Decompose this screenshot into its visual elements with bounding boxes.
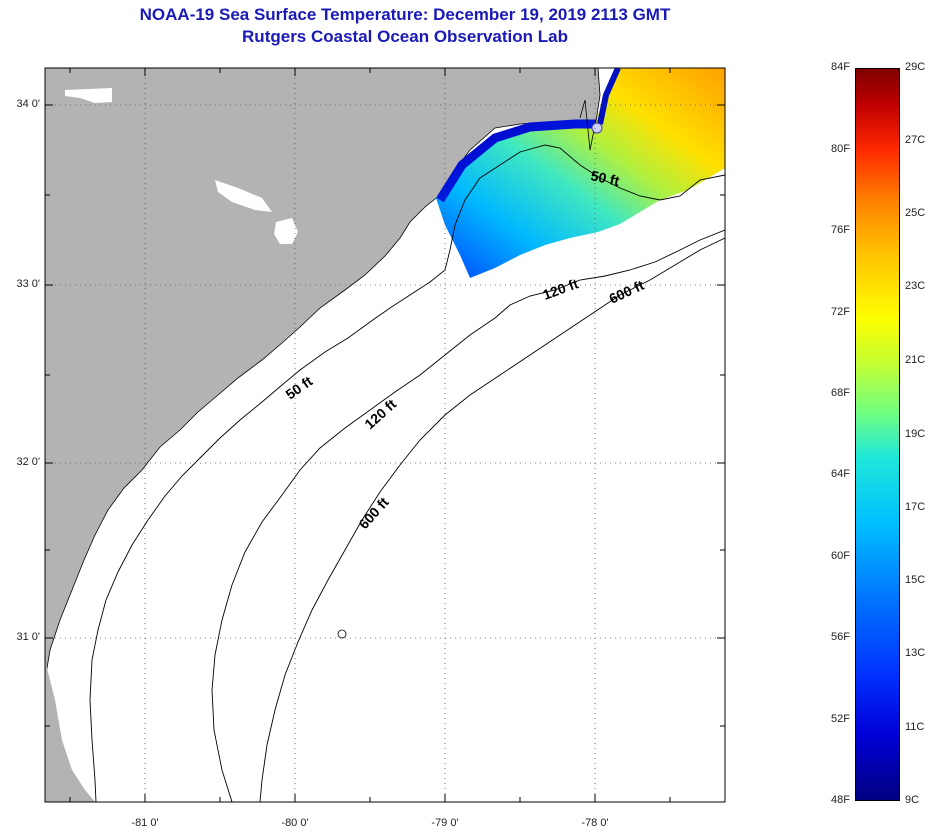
colorbar-f-label: 68F bbox=[831, 387, 850, 399]
colorbar-c-label: 25C bbox=[905, 207, 926, 219]
map-title: NOAA-19 Sea Surface Temperature: Decembe… bbox=[139, 5, 671, 24]
colorbar-f-label: 84F bbox=[831, 61, 850, 73]
colorbar-f-label: 76F bbox=[831, 224, 850, 236]
lon-label: -78 0' bbox=[581, 817, 609, 829]
lat-label: 33 0' bbox=[16, 278, 40, 290]
temperature-colorbar bbox=[855, 68, 900, 801]
isobath-600ft bbox=[259, 237, 725, 802]
colorbar-c-label: 13C bbox=[905, 647, 926, 659]
land-mass bbox=[45, 68, 601, 681]
lat-label: 34 0' bbox=[16, 98, 40, 110]
graticule bbox=[45, 68, 725, 802]
colorbar-c-label: 9C bbox=[905, 794, 920, 806]
colorbar-c-label: 29C bbox=[905, 61, 926, 73]
lat-label: 31 0' bbox=[16, 631, 40, 643]
inlet-marker bbox=[591, 122, 603, 134]
colorbar-f-label: 64F bbox=[831, 468, 850, 480]
land-patch bbox=[274, 218, 298, 244]
seamount-marker bbox=[337, 629, 347, 639]
contour-label: 50 ft bbox=[589, 167, 621, 189]
sst-swath-edge bbox=[436, 119, 596, 203]
colorbar-f-label: 56F bbox=[831, 631, 850, 643]
colorbar-c-label: 11C bbox=[905, 721, 925, 733]
isobath-50ft bbox=[89, 144, 725, 802]
colorbar-c-label: 15C bbox=[905, 574, 926, 586]
lon-label: -80 0' bbox=[281, 817, 309, 829]
map-frame bbox=[44, 67, 726, 803]
colorbar-c-label: 21C bbox=[905, 354, 926, 366]
land-patch bbox=[215, 180, 272, 212]
colorbar-f-label: 60F bbox=[831, 550, 850, 562]
colorbar-c-label: 17C bbox=[905, 501, 926, 513]
sst-swath-edge-north bbox=[597, 68, 621, 125]
sst-swath bbox=[436, 68, 725, 278]
land-patch bbox=[65, 88, 112, 103]
tick-marks bbox=[45, 68, 725, 802]
coastline bbox=[579, 99, 597, 151]
colorbar-c-label: 23C bbox=[905, 280, 926, 292]
lon-label: -81 0' bbox=[131, 817, 159, 829]
lon-label: -79 0' bbox=[431, 817, 459, 829]
colorbar-c-label: 19C bbox=[905, 428, 926, 440]
colorbar-c-label: 27C bbox=[905, 134, 926, 146]
colorbar-f-label: 52F bbox=[831, 713, 850, 725]
map-subtitle: Rutgers Coastal Ocean Observation Lab bbox=[242, 27, 568, 46]
colorbar-f-label: 72F bbox=[831, 306, 850, 318]
colorbar-f-label: 80F bbox=[831, 143, 850, 155]
isobath-120ft bbox=[211, 229, 725, 802]
land-mass-south bbox=[45, 660, 95, 802]
lat-label: 32 0' bbox=[16, 456, 40, 468]
colorbar-f-label: 48F bbox=[831, 794, 850, 806]
